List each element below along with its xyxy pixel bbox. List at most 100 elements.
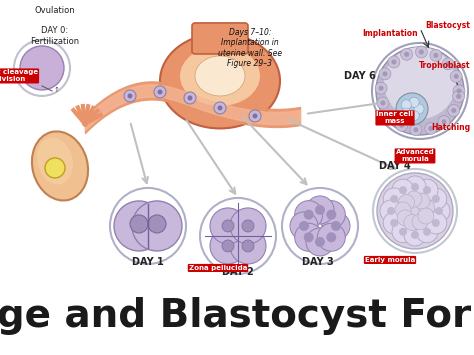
Circle shape [222, 220, 234, 232]
Circle shape [114, 201, 164, 251]
Circle shape [425, 122, 437, 135]
Circle shape [401, 100, 411, 110]
Circle shape [128, 93, 133, 98]
Ellipse shape [37, 137, 73, 185]
Circle shape [381, 100, 385, 105]
Circle shape [326, 210, 337, 220]
Circle shape [418, 208, 434, 224]
Circle shape [331, 221, 341, 231]
Circle shape [409, 111, 419, 121]
Circle shape [326, 232, 337, 242]
Circle shape [419, 49, 424, 54]
Circle shape [399, 195, 415, 211]
Text: Inner cell
mass: Inner cell mass [376, 111, 413, 125]
Circle shape [423, 186, 431, 194]
Circle shape [306, 228, 334, 256]
Circle shape [315, 237, 325, 247]
Circle shape [432, 219, 440, 227]
Ellipse shape [160, 33, 280, 129]
Circle shape [404, 176, 426, 198]
Circle shape [396, 93, 428, 125]
Circle shape [306, 196, 334, 224]
Circle shape [450, 70, 462, 82]
Circle shape [148, 215, 166, 233]
Circle shape [414, 193, 430, 209]
Circle shape [218, 105, 222, 110]
Circle shape [299, 221, 309, 231]
Text: Blastocyst: Blastocyst [425, 21, 470, 31]
Circle shape [406, 191, 422, 207]
Circle shape [387, 207, 395, 215]
Circle shape [242, 240, 254, 252]
Circle shape [188, 95, 192, 100]
Circle shape [214, 102, 226, 114]
Circle shape [157, 89, 163, 94]
Circle shape [45, 158, 65, 178]
Circle shape [130, 215, 148, 233]
Circle shape [438, 116, 450, 128]
Circle shape [413, 127, 419, 132]
Ellipse shape [180, 46, 260, 106]
Text: Advanced
morula: Advanced morula [396, 149, 434, 163]
Circle shape [380, 200, 402, 222]
Circle shape [454, 74, 459, 79]
Circle shape [388, 114, 392, 119]
Circle shape [441, 119, 447, 124]
Text: Zona pellucida: Zona pellucida [189, 265, 247, 271]
Text: DAY 2: DAY 2 [222, 267, 254, 277]
FancyBboxPatch shape [192, 23, 248, 54]
Circle shape [414, 104, 424, 114]
Circle shape [304, 210, 314, 220]
Circle shape [304, 232, 314, 242]
Circle shape [432, 195, 440, 203]
Text: DAY 0:
Fertilization: DAY 0: Fertilization [30, 26, 80, 46]
Circle shape [379, 68, 391, 80]
Text: DAY 1: DAY 1 [132, 257, 164, 267]
Circle shape [379, 86, 383, 91]
Circle shape [210, 208, 246, 244]
Circle shape [322, 212, 350, 240]
Text: ↑: ↑ [54, 87, 60, 93]
Circle shape [242, 220, 254, 232]
Circle shape [210, 228, 246, 264]
Circle shape [230, 228, 266, 264]
Circle shape [317, 201, 346, 229]
Text: Implantation: Implantation [362, 29, 418, 38]
Circle shape [392, 179, 414, 201]
Circle shape [132, 201, 182, 251]
Circle shape [415, 46, 428, 58]
Circle shape [396, 119, 408, 131]
Circle shape [376, 47, 464, 135]
Circle shape [20, 46, 64, 90]
Circle shape [383, 212, 405, 234]
Circle shape [430, 49, 442, 61]
Circle shape [435, 207, 443, 215]
Circle shape [295, 201, 323, 229]
Circle shape [451, 108, 456, 113]
Circle shape [411, 231, 419, 239]
Circle shape [399, 186, 407, 194]
Circle shape [411, 183, 419, 191]
Circle shape [433, 53, 438, 58]
Circle shape [249, 110, 261, 122]
Circle shape [383, 188, 405, 210]
Circle shape [456, 94, 461, 99]
Circle shape [253, 114, 257, 119]
Circle shape [392, 221, 414, 243]
Text: Ovulation: Ovulation [35, 6, 75, 16]
Circle shape [446, 61, 451, 66]
Circle shape [401, 48, 413, 60]
Circle shape [425, 188, 447, 210]
Circle shape [404, 224, 426, 246]
Circle shape [404, 214, 420, 230]
Circle shape [390, 195, 398, 203]
Circle shape [154, 86, 166, 98]
Circle shape [317, 223, 346, 251]
Text: Days 7–10:
Implantation in
uterine wall. See
Figure 29–3: Days 7–10: Implantation in uterine wall.… [218, 28, 282, 68]
Circle shape [392, 60, 396, 65]
Ellipse shape [195, 56, 245, 96]
Circle shape [315, 205, 325, 215]
Circle shape [377, 97, 389, 109]
Text: DAY 4: DAY 4 [379, 161, 411, 171]
Text: Cleavage and Blastocyst Formation: Cleavage and Blastocyst Formation [0, 297, 474, 335]
